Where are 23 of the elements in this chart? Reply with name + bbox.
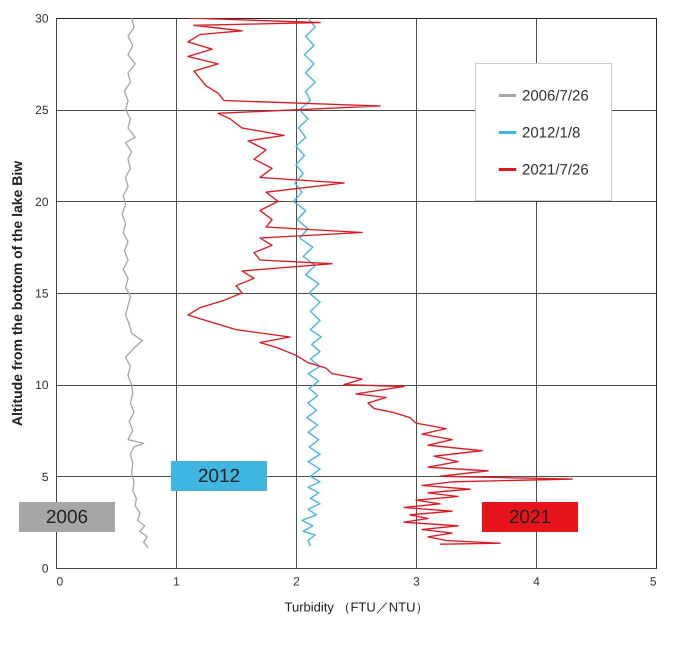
annotation: 2012 [198, 466, 240, 487]
x-tick-label: 1 [173, 574, 180, 588]
x-tick-label: 2 [293, 574, 300, 588]
x-tick-label: 4 [533, 574, 540, 588]
annotation: 2021 [508, 507, 552, 528]
y-tick-label: 15 [35, 286, 49, 300]
x-tick-label: 0 [56, 574, 64, 588]
line-series [292, 18, 322, 547]
annotation: 2006 [46, 507, 88, 528]
legend-label: 2012/1/8 [522, 124, 580, 142]
y-tick-label: 25 [35, 103, 49, 118]
x-tick-label: 5 [650, 574, 657, 588]
x-axis-title: Turbidity （FTU／NTU） [284, 600, 428, 614]
y-tick-label: 10 [35, 378, 49, 392]
y-tick-label: 30 [35, 12, 49, 26]
y-tick-label: 0 [42, 562, 49, 576]
y-tick-label: 20 [35, 194, 49, 209]
x-tick-label: 3 [413, 574, 420, 588]
legend-label: 2006/7/26 [522, 88, 589, 104]
y-tick-label: 5 [42, 470, 49, 484]
legend-label: 2021/7/26 [522, 162, 589, 178]
line-series [121, 18, 150, 548]
y-axis-title: Altitude from the bottom of the lake Biw [9, 160, 26, 426]
